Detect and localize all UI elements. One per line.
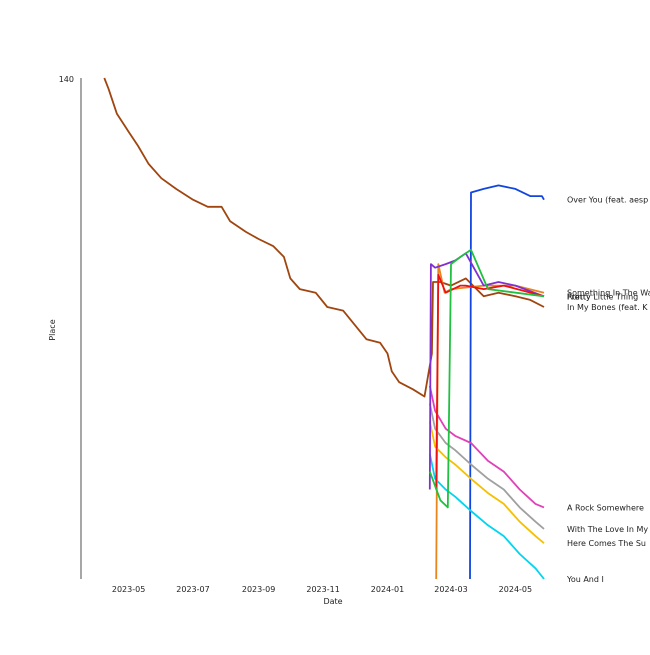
series-lines [103, 77, 545, 580]
x-tick-label: 2024-01 [371, 585, 404, 594]
x-tick-label: 2024-03 [434, 585, 467, 594]
series-end-label: Over You (feat. aesp [567, 196, 648, 205]
series-end-label: You And I [566, 575, 604, 584]
x-tick-label: 2023-09 [242, 585, 275, 594]
series-labels: In My Bones (feat. K Over You (feat. aesp… [566, 196, 650, 584]
series-line [428, 385, 545, 509]
series-end-label: Run [567, 292, 582, 301]
series-line [428, 248, 545, 509]
x-axis-title: Date [323, 597, 342, 606]
x-tick-label: 2023-05 [112, 585, 145, 594]
series-line [428, 403, 545, 530]
y-tick-top: 140 [59, 75, 74, 84]
series-line [103, 77, 545, 398]
series-end-label: Something In The Way [567, 289, 650, 298]
series-line [469, 184, 545, 580]
series-line [428, 453, 545, 580]
series-line [435, 273, 545, 490]
series-end-label: Pretty [567, 292, 591, 301]
x-tick-label: 2023-11 [306, 585, 339, 594]
series-end-label: Here Comes The Su [567, 539, 646, 548]
series-end-label: A Rock Somewhere [567, 503, 644, 512]
x-tick-label: 2024-05 [499, 585, 532, 594]
series-line [435, 263, 545, 580]
series-end-label: In My Bones (feat. K [567, 303, 648, 312]
series-end-label: Pretty Little Thing [567, 292, 638, 301]
x-tick-label: 2023-07 [176, 585, 209, 594]
y-axis-title: Place [48, 319, 57, 340]
x-tick-labels: 2023-05 2023-07 2023-09 2023-11 2024-01 2024-… [112, 585, 532, 594]
series-end-label: With The Love In My [567, 525, 648, 534]
series-line [428, 421, 545, 544]
